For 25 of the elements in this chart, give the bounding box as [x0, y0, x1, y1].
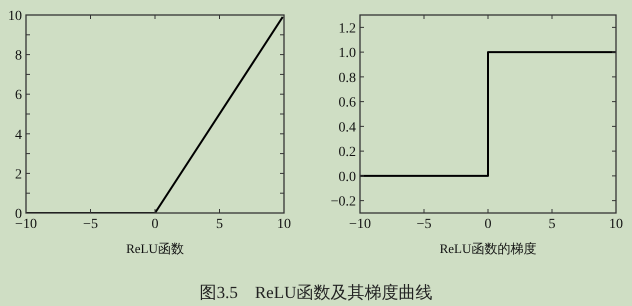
x-tick-label: −5 [416, 217, 432, 232]
y-tick-label: 6 [15, 88, 22, 104]
y-tick-label: 0.2 [338, 145, 356, 160]
y-tick-label: 0.6 [338, 96, 356, 111]
y-tick-label: −0.2 [330, 194, 356, 210]
x-tick-label: 10 [609, 217, 623, 232]
x-tick-label: −10 [349, 217, 371, 232]
y-tick-label: 0.0 [338, 170, 356, 185]
y-tick-label: 8 [15, 48, 22, 64]
y-tick-label: 0.8 [338, 70, 356, 86]
y-tick-label: 0.4 [338, 120, 356, 136]
x-tick-label: 5 [216, 217, 223, 232]
caption: 图3.5 ReLU函数及其梯度曲线 [200, 283, 432, 302]
x-tick-label: 0 [484, 217, 492, 232]
x-axis-title: ReLU函数 [126, 241, 184, 256]
x-tick-label: 0 [152, 217, 158, 232]
y-tick-label: 1.0 [338, 46, 356, 62]
x-tick-label: 10 [277, 217, 291, 232]
y-tick-label: 10 [8, 9, 22, 24]
x-tick-label: 5 [548, 217, 556, 232]
x-tick-label: −5 [83, 217, 98, 232]
y-tick-label: 2 [15, 167, 22, 182]
y-tick-label: 4 [15, 128, 22, 143]
y-tick-label: 1.2 [338, 21, 356, 36]
x-axis-title: ReLU函数的梯度 [440, 241, 536, 256]
